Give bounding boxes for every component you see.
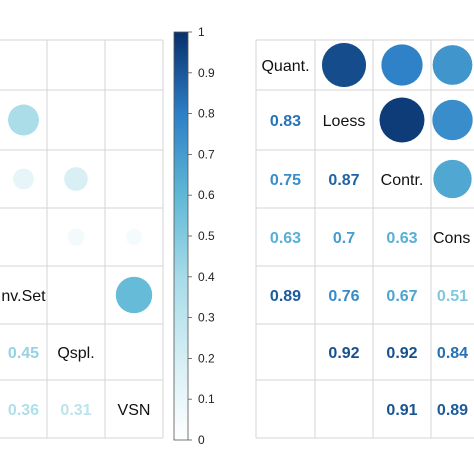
correlation-circle: [115, 276, 153, 314]
colorbar-tick-label: 1: [198, 25, 205, 39]
correlation-value: 0.91: [386, 402, 417, 419]
correlation-value: 0.92: [386, 345, 417, 362]
correlation-value: 0.76: [328, 288, 359, 305]
correlation-circle: [431, 99, 474, 141]
correlation-value: 0.63: [386, 230, 417, 247]
colorbar-gradient: [173, 31, 189, 441]
variable-label: VSN: [118, 402, 151, 419]
colorbar-tick-label: 0.7: [198, 147, 215, 161]
variable-label: Qspl.: [57, 345, 94, 362]
variable-label: Contr.: [381, 172, 424, 189]
correlation-circle: [432, 159, 473, 199]
correlation-value: 0.87: [328, 172, 359, 189]
variable-label: Cons: [433, 230, 470, 247]
colorbar-tick-label: 0.5: [198, 229, 215, 243]
correlation-circle: [125, 228, 143, 246]
colorbar-tick-label: 0.1: [198, 392, 215, 406]
colorbar-tick-label: 0.3: [198, 311, 215, 325]
correlation-circle: [380, 43, 424, 87]
correlation-value: 0.89: [270, 288, 301, 305]
colorbar-tick-label: 0: [198, 433, 205, 447]
correlation-value: 0.75: [270, 172, 301, 189]
correlation-circle: [432, 44, 473, 86]
left-correlogram: nv.Set 0.45 Qspl. 0.36 0.31 VSN: [0, 39, 164, 439]
colorbar-tick-label: 0.4: [198, 270, 215, 284]
correlation-value: 0.31: [60, 402, 91, 419]
correlation-value: 0.89: [437, 402, 468, 419]
correlation-circle: [7, 104, 40, 136]
correlation-value: 0.92: [328, 345, 359, 362]
colorbar: 0 0.1 0.2 0.3 0.4 0.5 0.6 0.7 0.8 0.9 1: [173, 25, 215, 447]
variable-label: Quant.: [261, 58, 309, 75]
correlation-value: 0.67: [386, 288, 417, 305]
correlation-value: 0.63: [270, 230, 301, 247]
correlation-circle: [63, 166, 89, 192]
correlation-value: 0.51: [437, 288, 468, 305]
variable-label: nv.Set: [1, 288, 46, 305]
correlation-value: 0.45: [8, 345, 39, 362]
right-correlogram: Quant. 0.83 Loess 0.75 0.87 Contr. 0.63 0.7 0.63…: [255, 39, 474, 439]
colorbar-tick-label: 0.8: [198, 107, 215, 121]
colorbar-tick-label: 0.2: [198, 351, 215, 365]
correlation-circle: [12, 168, 35, 190]
colorbar-tick-label: 0.9: [198, 66, 215, 80]
correlation-value: 0.36: [8, 402, 39, 419]
correlation-value: 0.84: [437, 345, 468, 362]
correlation-value: 0.7: [333, 230, 355, 247]
correlation-circle: [379, 97, 425, 143]
variable-label: Loess: [323, 113, 366, 130]
correlation-circle: [67, 228, 85, 246]
colorbar-tick-label: 0.6: [198, 188, 215, 202]
correlation-value: 0.83: [270, 113, 301, 130]
correlation-circle: [321, 42, 367, 88]
